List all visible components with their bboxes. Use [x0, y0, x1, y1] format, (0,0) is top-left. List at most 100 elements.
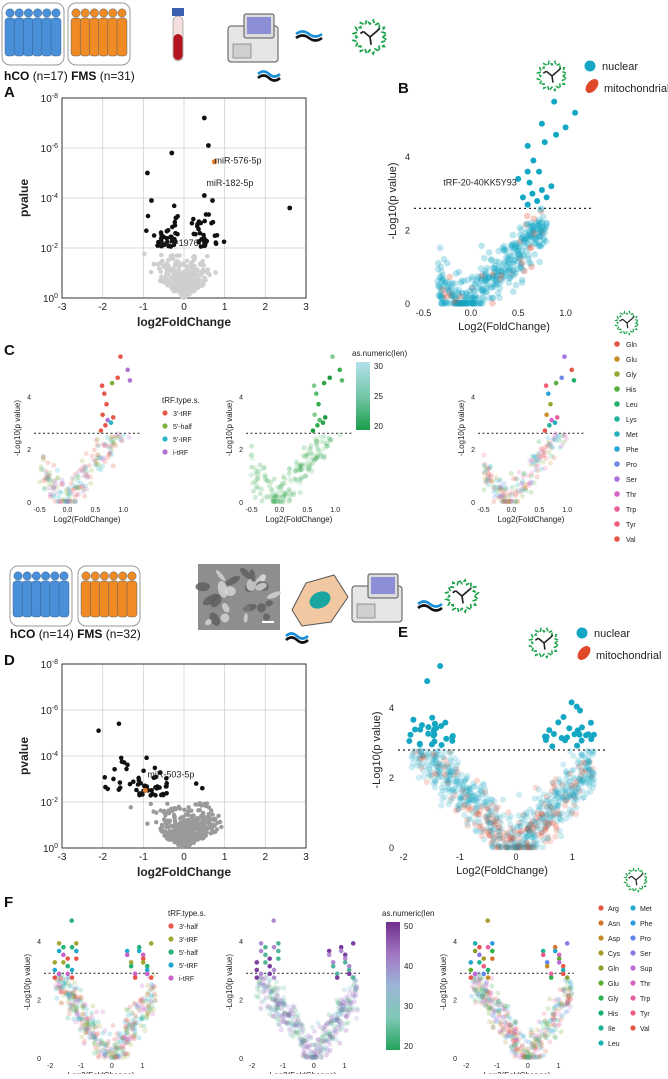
data-point: [128, 805, 134, 810]
data-point-nuclear: [543, 219, 550, 227]
data-point-significant: [149, 788, 154, 793]
data-point-nuclear: [443, 298, 450, 306]
microscopy-cell: [217, 580, 228, 598]
data-point: [512, 1047, 518, 1053]
data-point: [53, 490, 59, 496]
hco-cohort2-icon-person-body: [12, 580, 24, 618]
data-point-nuclear: [439, 275, 447, 282]
legend-trf-type-f-label: 3'-half: [179, 924, 198, 931]
data-point-significant: [169, 224, 175, 230]
data-point-nuclear: [536, 242, 544, 249]
data-point: [188, 280, 194, 285]
data-point-nuclear: [458, 299, 465, 307]
data-point-nuclear: [532, 234, 539, 241]
data-point-nuclear: [589, 751, 596, 758]
legend-aa-f-label: Thr: [640, 981, 651, 988]
data-point: [82, 1001, 88, 1007]
data-point-significant: [477, 952, 482, 958]
data-point-significant: [338, 948, 344, 954]
data-point-nuclear: [438, 802, 445, 809]
data-point: [204, 253, 210, 259]
data-point: [141, 1023, 147, 1029]
data-point-significant: [544, 963, 550, 969]
legend-aa-f-label: Trp: [640, 996, 650, 1003]
data-point: [213, 829, 218, 834]
data-point: [536, 439, 542, 445]
data-point: [197, 807, 203, 813]
data-point-significant: [559, 375, 564, 381]
y-tick-label: 4: [239, 394, 243, 401]
microscopy-cell: [209, 612, 221, 626]
data-point: [148, 999, 154, 1005]
data-point: [550, 445, 556, 451]
legend-aa-f-label: Asp: [608, 936, 620, 943]
data-point-nuclear: [489, 294, 496, 302]
data-point-nuclear: [485, 273, 492, 281]
data-point: [533, 467, 539, 473]
data-point-nuclear: [517, 261, 525, 269]
rna-wave-icon-3-top: [285, 632, 309, 640]
data-point-significant: [545, 391, 551, 396]
data-point-significant: [159, 232, 164, 238]
data-point: [343, 1013, 349, 1019]
legend-aa-c-swatch: [614, 491, 620, 497]
data-point: [165, 272, 171, 277]
data-point-significant: [135, 782, 141, 787]
data-point-significant: [221, 239, 227, 245]
data-point: [124, 1039, 130, 1045]
data-point-nuclear: [538, 227, 545, 235]
data-point-significant: [431, 726, 438, 733]
data-point: [199, 820, 204, 826]
data-point-significant: [574, 742, 581, 749]
data-point: [54, 995, 60, 1001]
data-point-significant: [168, 234, 173, 240]
data-point: [53, 986, 59, 992]
data-point: [302, 454, 308, 460]
legend-trf-type-f-label: 5'-tRF: [179, 963, 198, 970]
data-point-nuclear: [504, 259, 512, 267]
legend-trf-type-c-swatch: [162, 449, 168, 455]
data-point-nuclear: [482, 288, 489, 296]
y-tick-label: 4: [27, 394, 31, 401]
x-tick-label: 1: [343, 1063, 347, 1070]
data-point-nuclear: [516, 224, 524, 231]
data-point: [497, 494, 503, 500]
data-point: [91, 1020, 97, 1026]
data-point-nuclear: [496, 828, 503, 836]
data-point-significant: [127, 378, 133, 383]
data-point-nuclear: [507, 272, 515, 280]
data-point-nuclear: [479, 270, 486, 278]
data-point-nuclear: [518, 279, 526, 286]
data-point: [82, 1038, 88, 1044]
fms-cohort2-icon-person-head: [100, 571, 109, 581]
data-point-nuclear: [460, 277, 468, 285]
data-point-nuclear: [538, 205, 545, 212]
colorbar-len-f-tick: 40: [404, 962, 413, 971]
data-point-significant: [153, 785, 158, 790]
data-point: [508, 1044, 514, 1050]
data-point-significant: [327, 375, 332, 381]
data-point-nuclear: [451, 280, 458, 288]
data-point: [145, 821, 150, 826]
data-point-nuclear: [538, 218, 546, 226]
data-point: [515, 488, 521, 494]
data-point-nuclear: [438, 277, 445, 285]
data-point-significant: [326, 952, 332, 958]
fms-cohort2-icon-person-head: [127, 571, 137, 581]
legend-aa-c-trna-icon: [614, 310, 640, 336]
data-point-significant: [197, 230, 203, 236]
legend-aa-c-swatch: [614, 536, 620, 542]
data-point: [173, 820, 178, 825]
data-point-significant: [61, 952, 66, 958]
data-point: [286, 1011, 292, 1017]
data-point: [184, 276, 189, 282]
data-point-significant: [100, 412, 105, 418]
data-point-significant: [271, 967, 277, 973]
data-point-significant: [575, 730, 582, 737]
data-point-significant: [96, 728, 101, 733]
rna-wave-icon-4-top: [417, 600, 443, 608]
legend-aa-c-swatch: [614, 386, 620, 392]
data-point: [162, 818, 168, 824]
y-tick-label: 4: [37, 939, 41, 946]
